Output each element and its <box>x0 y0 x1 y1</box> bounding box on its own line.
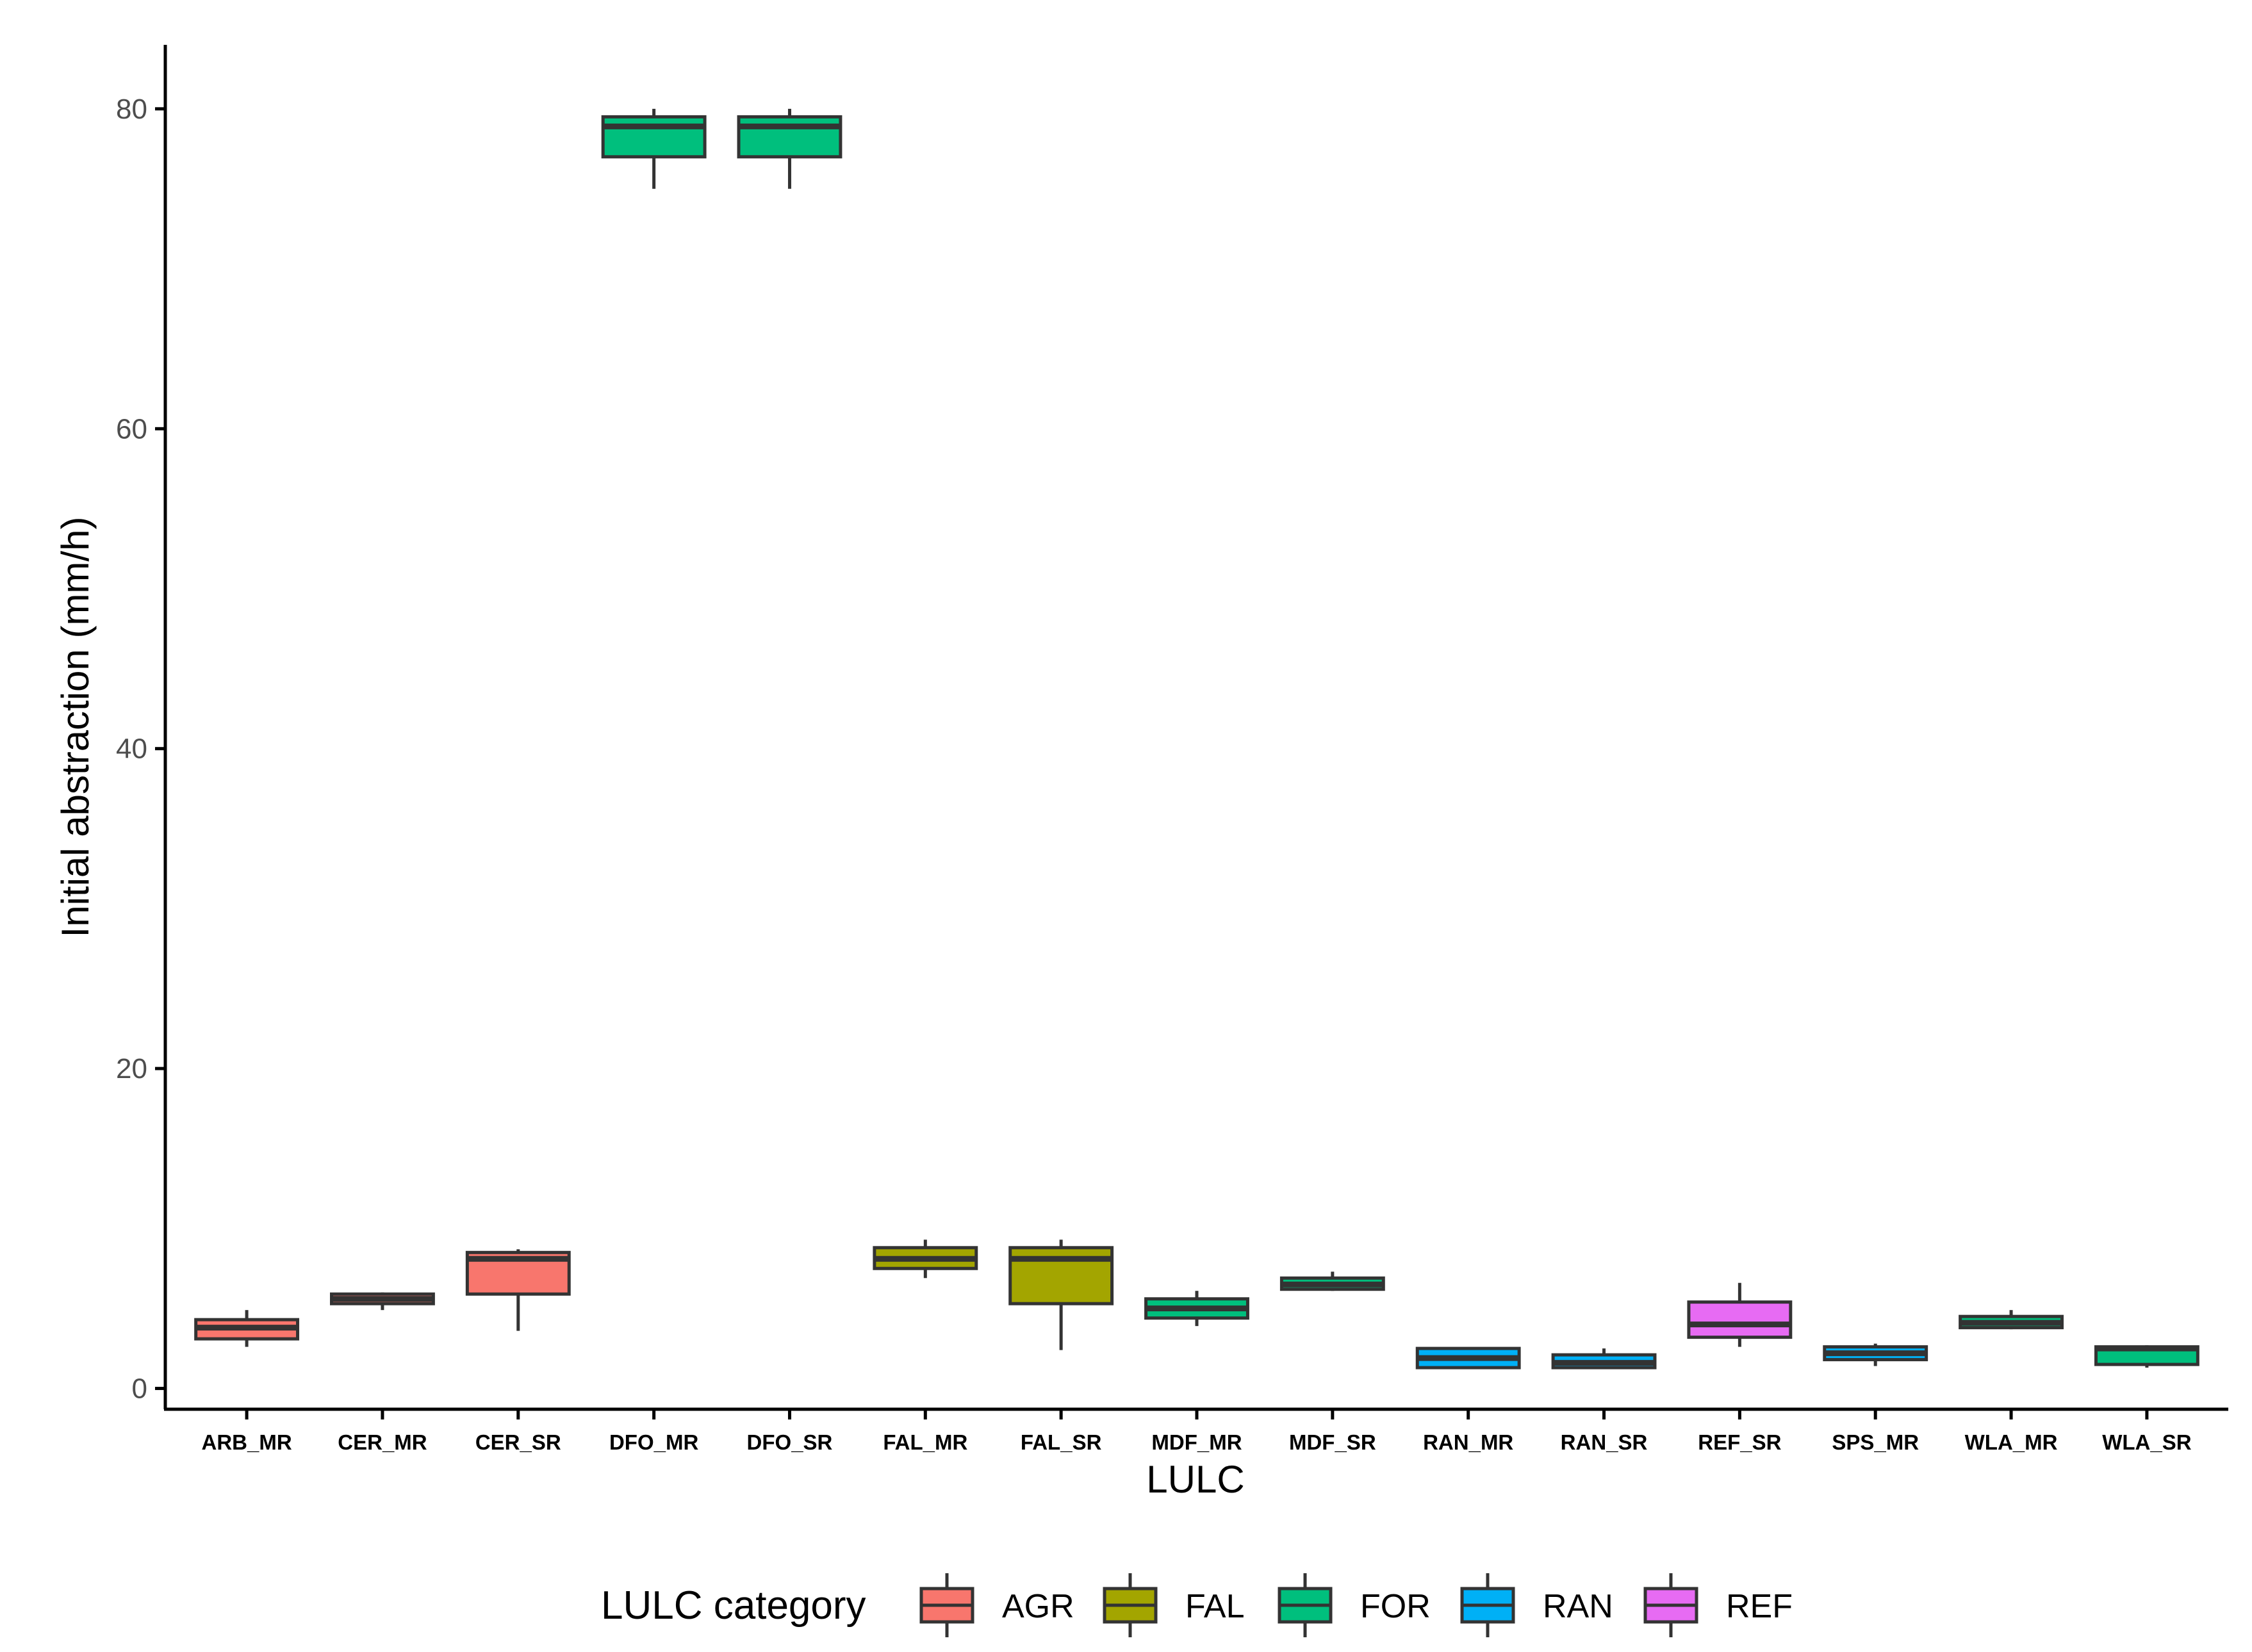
box-body <box>737 115 842 159</box>
x-tick-label: MDF_MR <box>1151 1430 1242 1454</box>
box-cer-mr <box>330 1292 435 1311</box>
box-wla-mr <box>1959 1310 2064 1330</box>
legend-item-ref: REF <box>1643 1573 1793 1637</box>
x-tick-label: CER_MR <box>338 1430 427 1454</box>
y-axis-title: Initial abstraction (mm/h) <box>54 517 97 938</box>
legend-label: AGR <box>1002 1588 1074 1625</box>
box-fal-mr <box>873 1239 978 1279</box>
x-tick-label: RAN_SR <box>1561 1430 1648 1454</box>
box-body <box>601 115 707 159</box>
box-arb-mr <box>194 1310 300 1347</box>
x-tick-label: WLA_MR <box>1965 1430 2058 1454</box>
legend-label: RAN <box>1543 1588 1613 1625</box>
box-fal-sr <box>1008 1239 1114 1350</box>
boxes-layer <box>194 108 2199 1370</box>
x-tick-label: DFO_SR <box>747 1430 833 1454</box>
legend-items: AGR FAL FOR RAN REF <box>919 1573 1793 1637</box>
y-tick-label: 60 <box>116 413 147 445</box>
x-tick-label: CER_SR <box>475 1430 561 1454</box>
x-tick-label: DFO_MR <box>609 1430 699 1454</box>
box-ran-sr <box>1551 1348 1657 1370</box>
legend-item-ran: RAN <box>1460 1573 1613 1637</box>
x-tick-label: RAN_MR <box>1423 1430 1513 1454</box>
legend-title: LULC category <box>601 1583 866 1628</box>
legend-label: FAL <box>1185 1588 1245 1625</box>
box-cer-sr <box>465 1249 571 1331</box>
axes-layer: 0 20 40 60 80 ARB_MR CER_MR CER_SR DFO_MR DFO_SR… <box>116 45 2228 1454</box>
box-mdf-sr <box>1279 1272 1385 1291</box>
legend-item-agr: AGR <box>919 1573 1074 1637</box>
legend-label: REF <box>1726 1588 1793 1625</box>
x-tick-label: FAL_MR <box>883 1430 967 1454</box>
x-tick-label: FAL_SR <box>1021 1430 1102 1454</box>
x-tick-label: WLA_SR <box>2102 1430 2192 1454</box>
box-mdf-mr <box>1144 1291 1249 1327</box>
x-tick-label: MDF_SR <box>1289 1430 1376 1454</box>
x-tick-label: ARB_MR <box>202 1430 292 1454</box>
box-dfo-mr <box>601 108 707 189</box>
y-tick-label: 40 <box>116 733 147 765</box>
y-ticks: 0 20 40 60 80 <box>116 94 165 1405</box>
box-dfo-sr <box>737 108 842 189</box>
box-ran-mr <box>1415 1346 1521 1370</box>
x-ticks: ARB_MR CER_MR CER_SR DFO_MR DFO_SR FAL_MR FAL_… <box>202 1409 2192 1454</box>
y-tick-label: 0 <box>132 1373 147 1405</box>
legend-label: FOR <box>1360 1588 1431 1625</box>
x-tick-label: REF_SR <box>1698 1430 1781 1454</box>
x-tick-label: SPS_MR <box>1832 1430 1919 1454</box>
legend: LULC category AGR FAL FOR RAN REF <box>601 1573 1793 1637</box>
legend-item-for: FOR <box>1278 1573 1431 1637</box>
y-tick-label: 80 <box>116 94 147 125</box>
box-sps-mr <box>1823 1343 1928 1366</box>
y-tick-label: 20 <box>116 1053 147 1084</box>
legend-item-fal: FAL <box>1103 1573 1245 1637</box>
box-wla-sr <box>2094 1345 2199 1368</box>
box-body <box>1687 1300 1793 1339</box>
x-axis-title: LULC <box>1146 1458 1244 1501</box>
box-ref-sr <box>1687 1282 1793 1347</box>
